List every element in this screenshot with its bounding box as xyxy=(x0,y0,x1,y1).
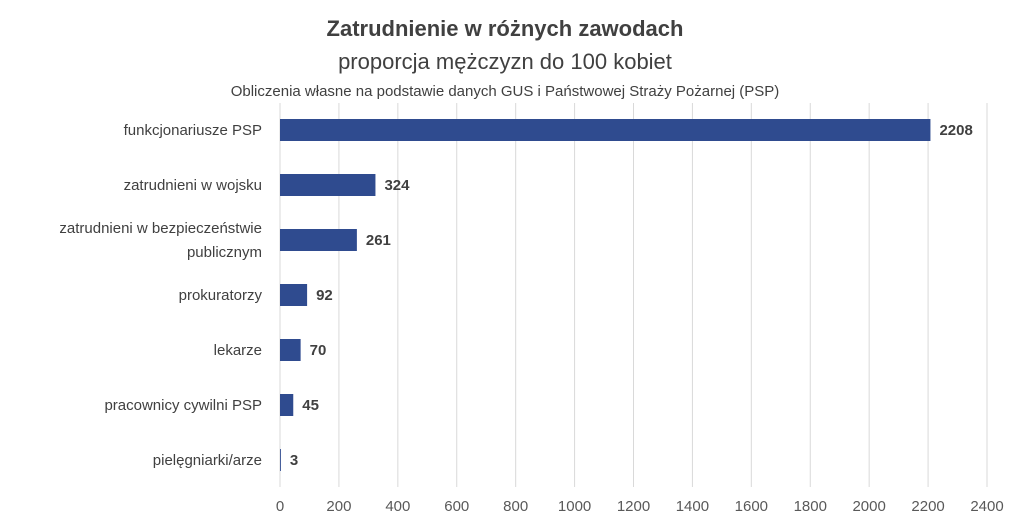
x-tick-label: 1400 xyxy=(676,498,709,515)
x-tick-label: 1800 xyxy=(794,498,827,515)
bar xyxy=(280,339,301,361)
x-tick-label: 400 xyxy=(385,498,410,515)
x-tick-label: 2400 xyxy=(970,498,1003,515)
category-label: prokuratorzy xyxy=(179,287,263,304)
x-tick-label: 2000 xyxy=(852,498,885,515)
category-label: pielęgniarki/arze xyxy=(153,452,262,469)
x-tick-label: 1600 xyxy=(735,498,768,515)
x-tick-label: 2200 xyxy=(911,498,944,515)
chart-subtitle: proporcja mężczyzn do 100 kobiet xyxy=(338,49,672,74)
category-label: pracownicy cywilni PSP xyxy=(104,397,262,414)
category-label: funkcjonariusze PSP xyxy=(124,122,262,139)
bar xyxy=(280,449,281,471)
chart-title: Zatrudnienie w różnych zawodach xyxy=(326,16,684,41)
bar xyxy=(280,394,294,416)
data-label: 45 xyxy=(302,397,319,414)
x-tick-label: 0 xyxy=(276,498,284,515)
category-label: lekarze xyxy=(214,342,262,359)
category-label: zatrudnieni w wojsku xyxy=(124,177,262,194)
data-label: 324 xyxy=(384,177,410,194)
x-tick-label: 1200 xyxy=(617,498,650,515)
chart-note: Obliczenia własne na podstawie danych GU… xyxy=(230,83,780,100)
bar xyxy=(280,119,931,141)
x-tick-label: 600 xyxy=(444,498,469,515)
x-tick-label: 800 xyxy=(503,498,528,515)
x-tick-label: 1000 xyxy=(558,498,591,515)
data-label: 92 xyxy=(316,287,333,304)
bar xyxy=(280,284,308,306)
x-tick-label: 200 xyxy=(326,498,351,515)
category-label: zatrudnieni w bezpieczeństwie xyxy=(59,220,262,237)
data-label: 3 xyxy=(290,452,298,469)
bar xyxy=(280,174,376,196)
category-label: publicznym xyxy=(187,244,262,261)
bar xyxy=(280,229,357,251)
data-label: 2208 xyxy=(939,122,972,139)
data-label: 261 xyxy=(366,232,391,249)
data-label: 70 xyxy=(310,342,327,359)
